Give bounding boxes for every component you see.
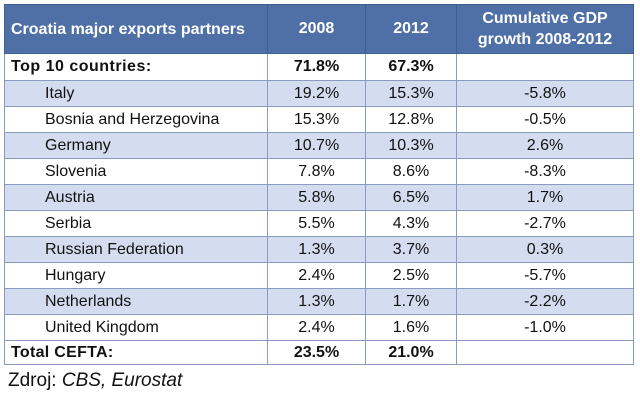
country-name: Hungary <box>4 262 268 289</box>
share-2012: 6.5% <box>365 184 457 211</box>
source-text: CBS, Eurostat <box>61 370 183 391</box>
country-name: Slovenia <box>4 158 268 185</box>
total-2012: 21.0% <box>365 340 457 365</box>
share-2008: 2.4% <box>267 314 366 341</box>
top10-row: Top 10 countries: 71.8% 67.3% <box>4 53 634 81</box>
share-2008: 7.8% <box>267 158 366 185</box>
country-name: Germany <box>4 132 268 159</box>
gdp-growth: -5.8% <box>456 80 634 107</box>
total-2008: 23.5% <box>267 340 366 365</box>
table-row: Slovenia 7.8% 8.6% -8.3% <box>4 158 634 185</box>
country-name: Bosnia and Herzegovina <box>4 106 268 133</box>
country-name: United Kingdom <box>4 314 268 341</box>
share-2008: 2.4% <box>267 262 366 289</box>
table-row: Bosnia and Herzegovina 15.3% 12.8% -0.5% <box>4 106 634 133</box>
source-note: Zdroj: CBS, Eurostat <box>8 370 182 392</box>
share-2008: 1.3% <box>267 288 366 315</box>
country-name: Italy <box>4 80 268 107</box>
share-2012: 8.6% <box>365 158 457 185</box>
gdp-growth: -1.0% <box>456 314 634 341</box>
table-row: Germany 10.7% 10.3% 2.6% <box>4 132 634 159</box>
table-row: Netherlands 1.3% 1.7% -2.2% <box>4 288 634 315</box>
share-2012: 1.7% <box>365 288 457 315</box>
total-label: Total CEFTA: <box>4 340 268 365</box>
gdp-growth: 0.3% <box>456 236 634 263</box>
header-2008: 2008 <box>267 4 366 54</box>
table-row: Hungary 2.4% 2.5% -5.7% <box>4 262 634 289</box>
top10-2012: 67.3% <box>365 53 457 81</box>
share-2012: 10.3% <box>365 132 457 159</box>
share-2012: 2.5% <box>365 262 457 289</box>
source-prefix: Zdroj: <box>8 370 62 391</box>
country-name: Serbia <box>4 210 268 237</box>
table-row: United Kingdom 2.4% 1.6% -1.0% <box>4 314 634 341</box>
country-name: Austria <box>4 184 268 211</box>
exports-table: Croatia major exports partners 2008 2012… <box>4 4 634 365</box>
header-gdp-growth: Cumulative GDP growth 2008-2012 <box>456 4 634 54</box>
table-row: Russian Federation 1.3% 3.7% 0.3% <box>4 236 634 263</box>
country-name: Netherlands <box>4 288 268 315</box>
table-header: Croatia major exports partners 2008 2012… <box>4 4 634 54</box>
gdp-growth: -5.7% <box>456 262 634 289</box>
gdp-growth: 1.7% <box>456 184 634 211</box>
share-2012: 12.8% <box>365 106 457 133</box>
share-2012: 1.6% <box>365 314 457 341</box>
share-2012: 15.3% <box>365 80 457 107</box>
gdp-growth: -2.7% <box>456 210 634 237</box>
gdp-growth: 2.6% <box>456 132 634 159</box>
top10-gdp <box>456 53 634 81</box>
top10-2008: 71.8% <box>267 53 366 81</box>
gdp-growth: -2.2% <box>456 288 634 315</box>
share-2008: 10.7% <box>267 132 366 159</box>
header-partners: Croatia major exports partners <box>4 4 268 54</box>
share-2012: 4.3% <box>365 210 457 237</box>
total-gdp <box>456 340 634 365</box>
top10-label: Top 10 countries: <box>4 53 268 81</box>
share-2008: 15.3% <box>267 106 366 133</box>
gdp-growth: -8.3% <box>456 158 634 185</box>
table-row: Serbia 5.5% 4.3% -2.7% <box>4 210 634 237</box>
share-2008: 19.2% <box>267 80 366 107</box>
gdp-growth: -0.5% <box>456 106 634 133</box>
share-2008: 1.3% <box>267 236 366 263</box>
header-2012: 2012 <box>365 4 457 54</box>
share-2008: 5.8% <box>267 184 366 211</box>
total-cefta-row: Total CEFTA: 23.5% 21.0% <box>4 340 634 365</box>
table-row: Italy 19.2% 15.3% -5.8% <box>4 80 634 107</box>
share-2008: 5.5% <box>267 210 366 237</box>
share-2012: 3.7% <box>365 236 457 263</box>
table-row: Austria 5.8% 6.5% 1.7% <box>4 184 634 211</box>
country-name: Russian Federation <box>4 236 268 263</box>
table-body: Top 10 countries: 71.8% 67.3% Italy 19.2… <box>4 53 634 365</box>
